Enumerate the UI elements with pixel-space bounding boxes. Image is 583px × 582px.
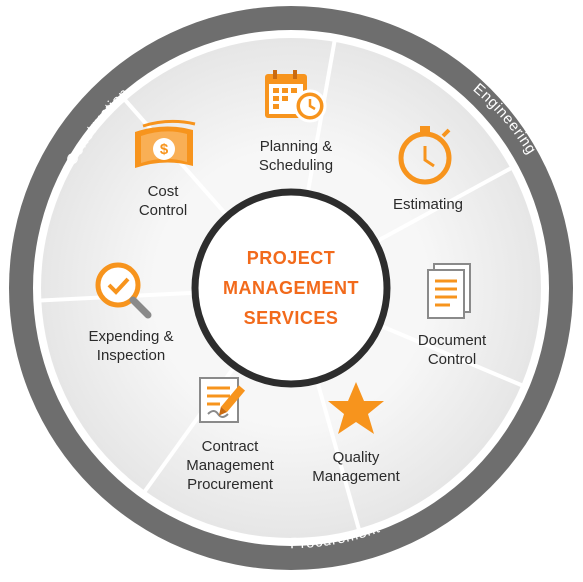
magnifier-check-icon xyxy=(95,262,152,319)
center-line-3: SERVICES xyxy=(244,308,339,328)
calendar-clock-icon xyxy=(265,70,327,123)
segment-divider xyxy=(378,323,524,388)
segment-document: Document Control xyxy=(418,332,487,368)
segment-quality: Quality Management xyxy=(312,449,400,485)
segment-estimating: Estimating xyxy=(393,196,463,213)
segment-divider xyxy=(315,379,362,532)
segment-label-line: Planning & xyxy=(260,138,333,155)
center-line-2: MANAGEMENT xyxy=(223,278,359,298)
segment-label-line: Management xyxy=(312,468,400,485)
segment-label-line: Document xyxy=(418,332,487,349)
document-icon xyxy=(427,263,471,319)
money-icon: $ xyxy=(135,119,196,168)
svg-text:$: $ xyxy=(160,141,169,158)
segment-contract: Contract Management Procurement xyxy=(186,438,274,493)
segment-label-line: Control xyxy=(139,202,187,219)
hub-inner xyxy=(203,200,379,376)
segment-label-line: Management xyxy=(186,457,274,474)
stopwatch-icon xyxy=(398,126,452,185)
segment-label-line: Estimating xyxy=(393,196,463,213)
star-icon xyxy=(328,382,384,434)
segment-divider xyxy=(374,165,514,244)
center-line-1: PROJECT xyxy=(247,248,336,268)
segment-planning: Planning & Scheduling xyxy=(259,138,333,174)
segment-label-line: Expending & xyxy=(88,328,173,345)
segment-label-line: Inspection xyxy=(97,347,165,364)
segment-label-line: Cost xyxy=(148,183,180,200)
segment-label-line: Procurement xyxy=(187,476,274,493)
segment-expending: Expending & Inspection xyxy=(88,328,173,364)
segment-label-line: Quality xyxy=(333,449,380,466)
contract-pen-icon xyxy=(199,377,246,423)
segment-label-line: Scheduling xyxy=(259,157,333,174)
segment-cost: Cost Control xyxy=(139,183,187,219)
segment-label-line: Control xyxy=(428,351,476,368)
segment-label-line: Contract xyxy=(202,438,260,455)
